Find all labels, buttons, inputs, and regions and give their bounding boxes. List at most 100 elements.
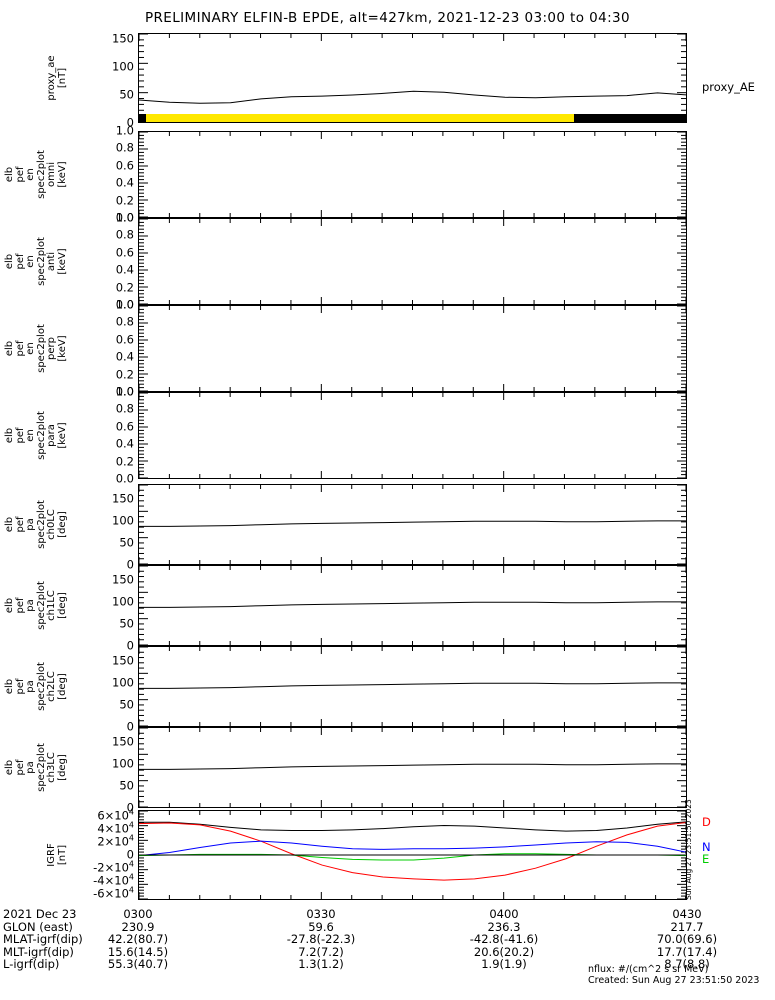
y-axis-title-line: pa [25, 518, 36, 531]
y-axis-title-line: [keV] [56, 161, 68, 188]
y-tick-label: 1.0 [115, 210, 134, 225]
y-axis-title-line: pa [25, 761, 36, 774]
x-axis-row: GLON (east) 230.9 59.6 236.3 217.7 [0, 919, 775, 934]
flag-bar-segment [146, 114, 574, 122]
y-tick-label: 0 [126, 719, 134, 734]
y-axis-title-line: en [25, 255, 36, 268]
y-tick-label: -6×104 [93, 884, 134, 900]
y-axis-title-line: pa [25, 599, 36, 612]
y-tick-labels-pa_ch0lc: 0 50 100 150 [74, 484, 134, 570]
x-axis-value: 59.6 [308, 919, 334, 934]
y-tick-label: 0.4 [115, 436, 134, 451]
y-tick-label: 100 [112, 594, 134, 609]
x-axis-annotation-table: 2021 Dec 23 0300 0330 0400 0430 GLON (east) 23… [0, 908, 775, 971]
y-tick-label: 50 [119, 697, 134, 712]
y-tick-label: 150 [112, 491, 134, 506]
legend-proxy-ae: proxy_AE [702, 80, 755, 94]
y-tick-label: 100 [112, 513, 134, 528]
trace-pitch-angle-ch1lc [139, 601, 686, 608]
y-tick-labels-pa_ch1lc: 0 50 100 150 [74, 565, 134, 651]
plot-area-igrf [139, 811, 686, 899]
x-axis-row-label: GLON (east) [3, 919, 73, 934]
y-tick-label: 0.0 [115, 471, 134, 486]
flux-units-note: nflux: #/(cm^2 s sr MeV) [588, 964, 709, 975]
x-axis-value: 217.7 [670, 919, 704, 934]
x-axis-row: 2021 Dec 23 0300 0330 0400 0430 [0, 908, 775, 921]
y-tick-label: 0.0 [115, 210, 134, 225]
y-tick-labels-igrf: -6×104 -4×104 -2×104 0 2×104 4×104 6×104 [74, 807, 134, 900]
y-tick-label: 0.2 [115, 279, 134, 294]
y-axis-title-line: elb [4, 427, 15, 444]
y-axis-title-line: [deg] [56, 754, 68, 781]
flag-bar-segment [573, 114, 686, 122]
plot-area-en_para [139, 393, 686, 478]
y-axis-title-igrf: IGRF [nT] [46, 810, 68, 900]
y-tick-labels-proxy_ae: 0 50 100 150 [74, 32, 134, 127]
y-axis-title-line: ch1LC [46, 590, 57, 621]
trace-igrf-total [139, 821, 686, 832]
y-axis-title-pa_ch0lc: elb pef pa spec2plot ch0LC [deg] [4, 484, 68, 565]
y-axis-title-line: elb [4, 166, 15, 183]
footnote: nflux: #/(cm^2 s sr MeV) Created: Sun Au… [588, 964, 759, 986]
y-axis-title-line: IGRF [46, 843, 57, 867]
y-axis-title-line: [deg] [56, 673, 68, 700]
y-axis-title-line: elb [4, 678, 15, 695]
y-tick-label: 0.0 [115, 297, 134, 312]
y-tick-label: 0 [126, 800, 134, 815]
y-tick-label: 50 [119, 616, 134, 631]
x-axis-value: 15.6(14.5) [107, 944, 169, 959]
y-axis-title-line: [keV] [56, 248, 68, 275]
legend-igrf-d: D [702, 815, 711, 829]
panel-en_omni [138, 131, 687, 218]
flag-bar-segment [139, 114, 147, 122]
y-tick-label: 1.0 [115, 123, 134, 138]
x-axis-value: 70.0(69.6) [656, 932, 718, 947]
y-tick-label: 1.0 [115, 297, 134, 312]
plot-area-en_perp [139, 306, 686, 391]
y-tick-labels-pa_ch3lc: 0 50 100 150 [74, 727, 134, 813]
trace-pitch-angle-ch0lc [139, 520, 686, 527]
legend-igrf-e: E [702, 852, 710, 866]
y-axis-title-line: pa [25, 680, 36, 693]
y-axis-title-line: [keV] [56, 335, 68, 362]
y-axis-title-line: elb [4, 516, 15, 533]
y-tick-label: 150 [112, 653, 134, 668]
x-axis-value: 230.9 [121, 919, 155, 934]
y-axis-title-line: [nT] [56, 844, 68, 866]
y-tick-label: 0.6 [115, 419, 134, 434]
y-tick-label: 0.8 [115, 314, 134, 329]
y-axis-title-line: elb [4, 597, 15, 614]
y-tick-label: 6×104 [97, 807, 134, 823]
x-axis-row-label: 2021 Dec 23 [3, 907, 77, 921]
x-axis-row-label: MLAT-igrf(dip) [3, 932, 83, 947]
panel-pa_ch3lc [138, 727, 687, 808]
plot-area-proxy_ae [139, 34, 686, 122]
data-coverage-flag-bar [139, 114, 686, 122]
panel-en_para [138, 392, 687, 479]
y-tick-labels-en_para: 0.0 0.2 0.4 0.6 0.8 1.0 [74, 386, 134, 484]
y-tick-label: 50 [119, 87, 134, 102]
sidebar-created-stamp: Sun Aug 27 23:51:50 2023 [684, 799, 693, 900]
legend-igrf-n: N [702, 840, 711, 854]
x-axis-row-label: MLT-igrf(dip) [3, 944, 74, 959]
y-tick-label: 0 [126, 847, 134, 862]
panel-pa_ch1lc [138, 565, 687, 646]
panel-en_perp [138, 305, 687, 392]
y-axis-title-line: para [46, 424, 57, 447]
y-tick-label: -2×104 [93, 859, 134, 875]
y-tick-labels-en_anti: 0.0 0.2 0.4 0.6 0.8 1.0 [74, 212, 134, 310]
plot-area-pa_ch2lc [139, 647, 686, 726]
y-tick-label: 100 [112, 756, 134, 771]
y-tick-label: 50 [119, 535, 134, 550]
y-axis-title-line: elb [4, 340, 15, 357]
x-axis-value: 20.6(20.2) [473, 944, 535, 959]
x-axis-value: 42.2(80.7) [107, 932, 169, 947]
y-axis-title-line: [nT] [56, 67, 68, 89]
y-tick-label: 0.2 [115, 366, 134, 381]
plot-area-en_anti [139, 219, 686, 304]
y-axis-title-line: perp [46, 337, 57, 360]
y-tick-label: 100 [112, 59, 134, 73]
y-tick-label: 150 [112, 734, 134, 749]
x-axis-value: 55.3(40.7) [107, 957, 169, 972]
